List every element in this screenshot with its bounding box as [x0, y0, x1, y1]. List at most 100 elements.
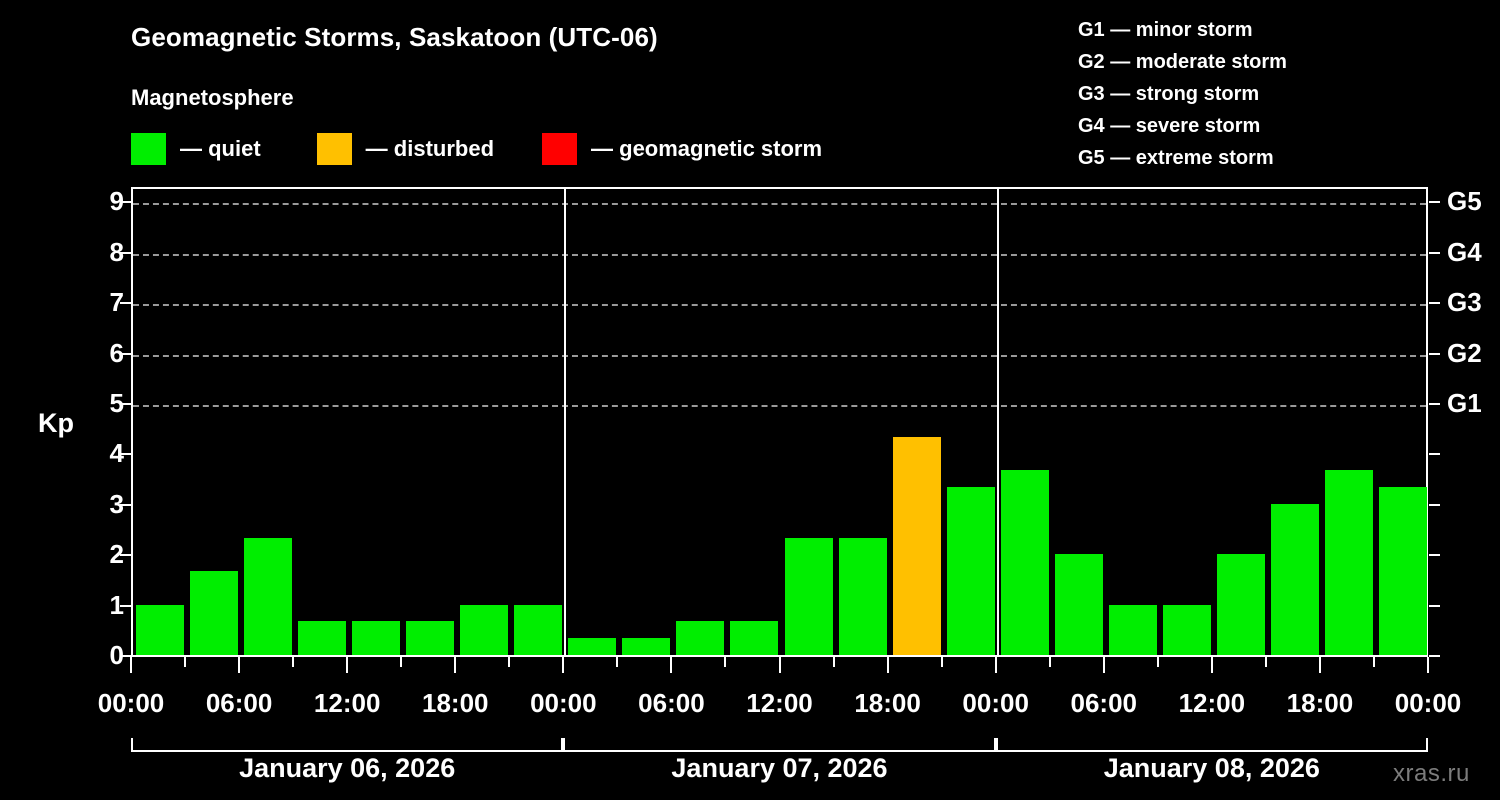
- y-tick-label-5: 5: [109, 388, 124, 418]
- bar-kp: [1108, 604, 1157, 655]
- g-tick-label-G3: G3: [1447, 287, 1482, 318]
- y-tick-mark-right-4: [1429, 453, 1440, 456]
- bar-kp: [352, 621, 401, 655]
- y-tick-mark-2: [120, 554, 131, 557]
- bar-kp: [460, 604, 509, 655]
- y-tick-mark-6: [120, 352, 131, 355]
- x-tick-label: 18:00: [422, 688, 489, 718]
- day-bracket-3: [995, 738, 1428, 752]
- y-tick-mark-3: [120, 503, 131, 506]
- y-tick-mark-right-9: [1429, 201, 1440, 204]
- legend-entry-geomagnetic: — geomagnetic storm: [542, 133, 822, 165]
- y-tick-label-4: 4: [109, 438, 124, 469]
- x-tick-label: 06:00: [638, 688, 705, 718]
- x-axis-line: [131, 655, 1428, 657]
- x-tick-label: 18:00: [1286, 688, 1354, 718]
- y-tick-label-2: 2: [109, 539, 124, 570]
- x-tick-mark: [616, 657, 619, 667]
- gridline-kp-8: [133, 253, 1426, 256]
- legend-swatch-quiet-icon: [131, 133, 166, 165]
- x-tick-label: 12:00: [313, 688, 381, 718]
- day-bracket-2: [563, 738, 996, 752]
- g-scale-line-2: G2 — moderate storm: [1078, 51, 1287, 73]
- bar-kp: [892, 436, 941, 655]
- bar-kp: [136, 604, 185, 655]
- x-tick-mark: [994, 657, 997, 673]
- x-tick-mark: [1102, 657, 1105, 673]
- x-tick-label: 00:00: [962, 688, 1029, 718]
- x-tick-mark: [778, 657, 781, 673]
- y-tick-mark-7: [120, 302, 131, 305]
- x-tick-mark: [1210, 657, 1213, 673]
- bar-kp: [514, 604, 563, 655]
- x-tick-mark: [454, 657, 457, 673]
- x-tick-label: 12:00: [1178, 688, 1246, 718]
- plot-inner: [133, 189, 1427, 655]
- bar-kp: [1378, 487, 1427, 655]
- y-tick-label-8: 8: [109, 236, 124, 267]
- x-tick-mark: [508, 657, 511, 667]
- day-label: January 06, 2026: [239, 753, 456, 783]
- y-tick-label-6: 6: [109, 337, 124, 368]
- color-legend: — quiet — disturbed — geomagnetic storm: [131, 133, 822, 165]
- g-tick-label-G4: G4: [1447, 236, 1482, 267]
- x-tick-mark: [940, 657, 943, 667]
- gridline-kp-6: [133, 354, 1426, 357]
- gridline-kp-9: [133, 203, 1426, 206]
- bar-kp: [622, 638, 671, 655]
- bar-kp: [676, 621, 725, 655]
- x-tick-mark: [562, 657, 565, 673]
- bar-kp: [406, 621, 455, 655]
- day-separator-1: [564, 189, 567, 655]
- y-tick-mark-right-5: [1429, 403, 1440, 405]
- y-tick-label-1: 1: [109, 589, 124, 620]
- x-tick-label: 00:00: [530, 688, 597, 718]
- watermark: xras.ru: [1393, 760, 1470, 787]
- legend-entry-quiet: — quiet: [131, 133, 261, 165]
- x-tick-label: 00:00: [97, 688, 165, 718]
- magnetosphere-label: Magnetosphere: [131, 85, 294, 110]
- bar-kp: [1162, 604, 1211, 655]
- x-tick-mark: [400, 657, 403, 667]
- g-tick-label-G1: G1: [1447, 388, 1482, 418]
- day-separator-2: [996, 189, 999, 655]
- x-tick-mark: [292, 657, 295, 667]
- legend-label: — quiet: [180, 136, 261, 161]
- g-scale-line-3: G3 — strong storm: [1078, 83, 1260, 105]
- y-tick-mark-right-6: [1429, 352, 1440, 355]
- x-tick-label: 18:00: [854, 688, 921, 718]
- bar-kp: [190, 570, 239, 655]
- x-tick-mark: [832, 657, 835, 667]
- gridline-kp-5: [133, 405, 1426, 407]
- bar-kp: [1054, 554, 1103, 655]
- legend-label: — geomagnetic storm: [591, 136, 823, 161]
- bar-kp: [946, 487, 995, 655]
- y-tick-mark-right-8: [1429, 251, 1440, 254]
- legend-swatch-geomagnetic-icon: [542, 133, 578, 165]
- g-tick-label-G5: G5: [1447, 186, 1482, 217]
- bar-kp: [730, 621, 779, 655]
- x-tick-label: 06:00: [1070, 688, 1138, 718]
- bar-kp: [1216, 554, 1265, 655]
- g-scale-line-1: G1 — minor storm: [1078, 19, 1253, 41]
- x-tick-mark: [724, 657, 727, 667]
- x-tick-mark: [346, 657, 349, 673]
- x-tick-mark: [1318, 657, 1321, 673]
- y-axis-ticks-right: G1 G2 G3 G4 G5: [1429, 0, 1499, 800]
- g-scale-legend: G1 — minor storm G2 — moderate storm G3 — …: [1078, 14, 1287, 174]
- y-tick-label-0: 0: [109, 640, 124, 670]
- x-tick-mark: [1156, 657, 1159, 667]
- y-tick-mark-right-1: [1429, 604, 1440, 607]
- x-tick-mark: [886, 657, 889, 673]
- bar-kp: [244, 537, 293, 655]
- x-tick-mark: [670, 657, 673, 673]
- y-tick-mark-8: [120, 251, 131, 254]
- x-tick-mark: [1372, 657, 1375, 667]
- bar-kp: [568, 638, 617, 655]
- g-scale-line-5: G5 — extreme storm: [1078, 147, 1274, 169]
- x-tick-mark: [1048, 657, 1051, 667]
- y-tick-mark-5: [120, 403, 131, 405]
- x-tick-mark: [130, 657, 132, 673]
- bar-kp: [1270, 503, 1319, 655]
- day-label: January 07, 2026: [671, 753, 888, 783]
